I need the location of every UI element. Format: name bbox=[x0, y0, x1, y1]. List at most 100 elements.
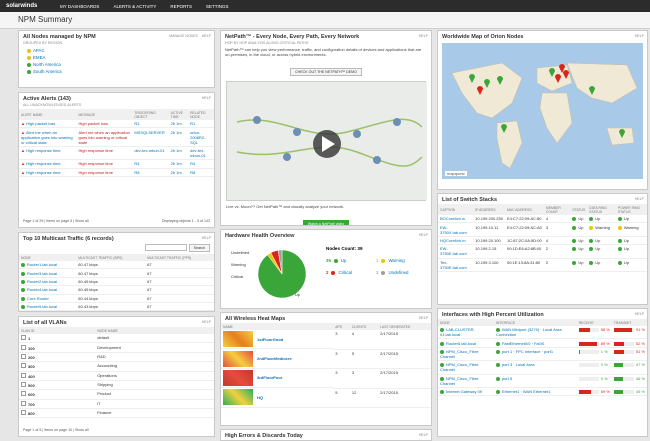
cell-text[interactable]: Router3.lab.local bbox=[27, 271, 57, 276]
cell-text[interactable]: R1 bbox=[134, 121, 139, 126]
panel-link[interactable]: HELP bbox=[419, 433, 428, 437]
panel-link[interactable]: HELP bbox=[202, 236, 211, 240]
video-button[interactable]: Watch a NetPath video bbox=[303, 220, 350, 226]
cell-text[interactable]: NPM_Cisco_Fibre Channel bbox=[440, 376, 478, 386]
panel-link[interactable]: HELP bbox=[635, 34, 644, 38]
table-cell: EW-3750E.lab.com bbox=[438, 245, 473, 258]
cell-text[interactable]: BOCore6vh.m bbox=[440, 216, 465, 221]
panel-link[interactable]: HELP bbox=[202, 96, 211, 100]
cell-text: 60.45 kbps bbox=[78, 279, 98, 284]
heat-map-thumb[interactable] bbox=[223, 370, 253, 386]
cell-text[interactable]: Router1.lab.local bbox=[27, 262, 57, 267]
panel-link[interactable]: HELP bbox=[419, 316, 428, 320]
cell-text[interactable]: Tex-3750E.lab.com bbox=[440, 260, 467, 270]
panel-link[interactable]: HELP bbox=[635, 197, 644, 201]
group-name[interactable]: EMEA bbox=[33, 55, 45, 60]
table-cell: 0 % bbox=[577, 374, 612, 387]
cell-text: 2/17/2015 bbox=[380, 331, 398, 336]
cell-text: 67 bbox=[147, 271, 151, 276]
cell-text[interactable]: EW-3750E.lab.com bbox=[440, 246, 467, 256]
cell-text[interactable]: High packet loss bbox=[26, 121, 55, 126]
cell-text[interactable]: High response time bbox=[26, 148, 60, 153]
cell-text[interactable]: HQ bbox=[257, 395, 263, 400]
cell-text[interactable]: R1 bbox=[190, 121, 195, 126]
panel-links: HELP bbox=[419, 316, 428, 320]
table-cell: 200 bbox=[19, 352, 95, 361]
cell-text[interactable]: EW-3750X.lab.com bbox=[440, 225, 467, 235]
cell-text[interactable]: orion-2008R2-SQL bbox=[190, 130, 205, 145]
cell-text[interactable]: 2ndFloorMediocre bbox=[257, 356, 292, 361]
status-icon bbox=[589, 239, 593, 243]
panel-link[interactable]: HELP bbox=[202, 320, 211, 324]
cell-text[interactable]: High response time bbox=[26, 161, 60, 166]
panel-links: HELP bbox=[635, 197, 644, 201]
cell-text[interactable]: Router2.lab.local bbox=[27, 279, 57, 284]
table-cell: 600 bbox=[19, 390, 95, 399]
demo-button[interactable]: CHECK OUT THE NETPATH™ DEMO bbox=[290, 68, 362, 76]
table-cell: ▲ High packet loss bbox=[19, 120, 77, 128]
cell-text[interactable]: MSSQLSERVER bbox=[134, 130, 164, 135]
heat-map-thumb[interactable] bbox=[223, 389, 253, 405]
cell-text[interactable]: port 1 · FPC Interface · port1 bbox=[502, 349, 553, 354]
nav-item[interactable]: REPORTS bbox=[170, 4, 192, 9]
panel-link[interactable]: HELP bbox=[202, 34, 211, 38]
table-cell: Up bbox=[587, 245, 616, 258]
heat-map-thumb[interactable] bbox=[223, 331, 253, 347]
group-name[interactable]: North America bbox=[33, 62, 61, 67]
search-button[interactable]: Search bbox=[189, 244, 210, 252]
table-cell: WAN Miniport (3279) · Local Area Connect… bbox=[494, 326, 577, 339]
table-cell: Up bbox=[570, 236, 587, 244]
cell-text[interactable]: NPM_Cisco_Fibre Channel bbox=[440, 349, 478, 359]
video[interactable] bbox=[226, 81, 426, 201]
table-cell: 300 bbox=[19, 362, 95, 371]
table-cell: 67 bbox=[145, 269, 214, 277]
nav-item[interactable]: MY DASHBOARDS bbox=[60, 4, 99, 9]
heat-map-thumb[interactable] bbox=[223, 351, 253, 367]
cell-text[interactable]: dev-tex-mbun-01 bbox=[190, 148, 206, 158]
column-header: TRIGGERING OBJECT bbox=[132, 109, 168, 120]
cell-text[interactable]: R8 bbox=[134, 170, 139, 175]
cell-text[interactable]: Router4.lab.local bbox=[27, 287, 57, 292]
utilization-bar bbox=[614, 328, 632, 332]
table-cell: 5 bbox=[333, 388, 350, 407]
cell-text[interactable]: 3rdFloorPoor bbox=[257, 375, 282, 380]
cell-text: Up bbox=[578, 216, 583, 221]
cell-text[interactable]: LAB-CLUSTER-01.lab.local bbox=[440, 327, 475, 337]
cell-text[interactable]: Alert me when an application goes into w… bbox=[21, 130, 73, 145]
nav-item[interactable]: ALERTS & ACTIVITY bbox=[113, 4, 156, 9]
cell-text[interactable]: port 5 bbox=[502, 376, 512, 381]
cell-text[interactable]: R8 bbox=[190, 170, 195, 175]
cell-text[interactable]: Internet Gateway 09 bbox=[446, 389, 482, 394]
cell-text[interactable]: R4 bbox=[134, 161, 139, 166]
logo[interactable]: solarwinds bbox=[6, 3, 37, 9]
table-cell: ▲ Alert me when an application goes into… bbox=[19, 128, 77, 146]
panel-link[interactable]: MANAGE NODES bbox=[169, 34, 198, 38]
table-cell: Product bbox=[95, 390, 214, 399]
cell-text[interactable]: Ethernet1 · WAN Ethernet1 bbox=[502, 389, 551, 394]
cell-text[interactable]: High response time bbox=[26, 170, 60, 175]
table-cell: 2/17/2015 bbox=[378, 388, 431, 407]
nav-item[interactable]: SETTINGS bbox=[206, 4, 229, 9]
panel-link[interactable]: HELP bbox=[419, 233, 428, 237]
table-cell: 52 % bbox=[612, 339, 647, 347]
cell-text[interactable]: NPM_Cisco_Fibre Channel bbox=[440, 362, 478, 372]
group-name[interactable]: South America bbox=[33, 69, 62, 74]
cell-text[interactable]: WAN Miniport (3279) · Local Area Connect… bbox=[496, 327, 562, 337]
panel-link[interactable]: HELP bbox=[635, 312, 644, 316]
cell-text: High response time bbox=[79, 170, 113, 175]
cell-text[interactable]: dev-tex-mbun-01 bbox=[134, 148, 164, 153]
cell-text[interactable]: 1stFloorGood bbox=[257, 337, 283, 342]
cell-text[interactable]: Router5.lab.local bbox=[446, 341, 476, 346]
group-name[interactable]: APAC bbox=[33, 48, 45, 53]
cell-text[interactable]: FastEthernet0/0 · Fa0/0 bbox=[502, 341, 544, 346]
panel-link[interactable]: HELP bbox=[419, 34, 428, 38]
table-cell: 58 % bbox=[577, 326, 612, 339]
cell-text[interactable]: HQCore6vh.m bbox=[440, 238, 466, 243]
cell-text[interactable]: Core Router bbox=[27, 296, 49, 301]
cell-text[interactable]: R4 bbox=[190, 161, 195, 166]
cell-text[interactable]: Router5.lab.local bbox=[27, 304, 57, 309]
table-cell: port 3 · Local Area bbox=[494, 361, 577, 374]
cell-text[interactable]: port 3 · Local Area bbox=[502, 362, 535, 367]
